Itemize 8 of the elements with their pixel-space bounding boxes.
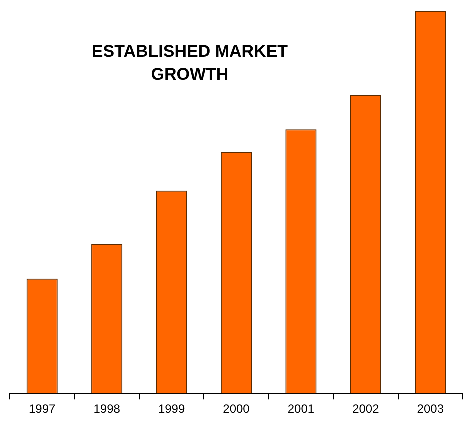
x-tick-label: 1999	[158, 402, 186, 416]
x-tick-label: 2002	[352, 402, 380, 416]
x-tick-label: 1997	[29, 402, 56, 416]
text: ESTABLISHED MARKET GROWTH	[90, 41, 290, 86]
x-tick-label: 2003	[417, 402, 444, 416]
x-tick-label: 2000	[223, 402, 250, 416]
x-tick-label: 1998	[94, 402, 121, 416]
x-tick-label: 2001	[288, 402, 315, 416]
